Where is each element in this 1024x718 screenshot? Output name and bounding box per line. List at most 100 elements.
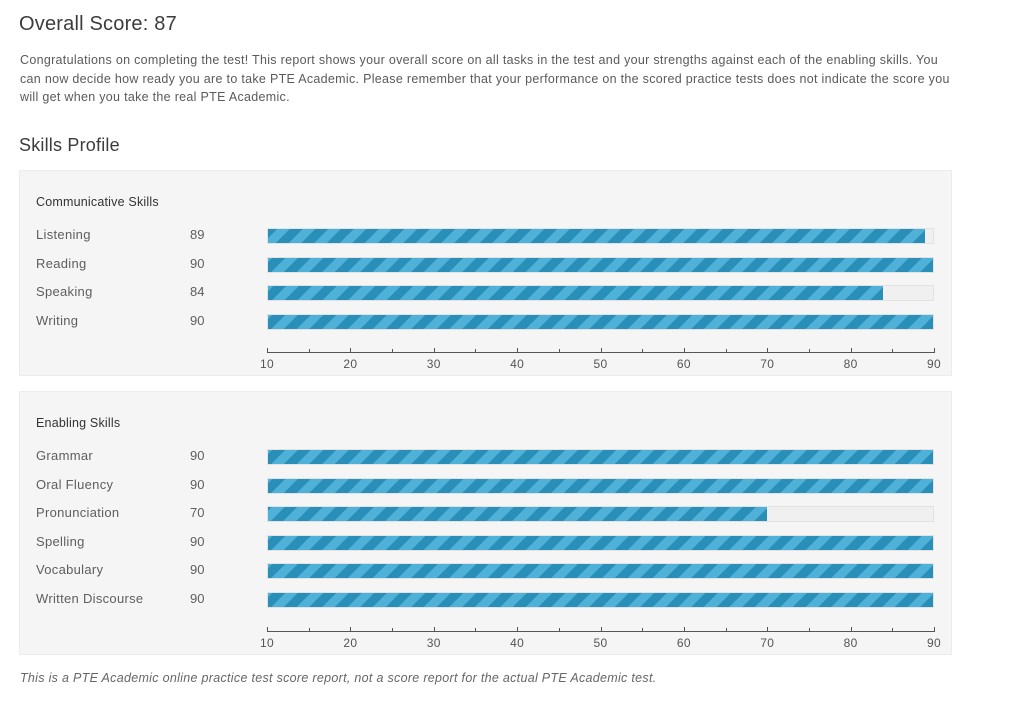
x-axis-tick xyxy=(517,626,519,632)
overall-score-title: Overall Score: 87 xyxy=(19,13,177,35)
skill-bar-fill-reading xyxy=(268,257,933,272)
x-axis-minor-tick xyxy=(725,627,727,631)
x-axis-minor-tick xyxy=(475,627,477,631)
skill-label-spelling: Spelling xyxy=(36,533,85,549)
x-axis-minor-tick xyxy=(642,627,644,631)
x-axis-tick-label: 90 xyxy=(927,357,941,372)
skill-label-written-discourse: Written Discourse xyxy=(36,591,144,606)
x-axis-minor-tick xyxy=(808,627,810,631)
x-axis-minor-tick xyxy=(308,349,310,353)
skill-label-oral-fluency: Oral Fluency xyxy=(36,476,114,492)
x-axis-tick xyxy=(934,626,935,632)
disclaimer-footnote: This is a PTE Academic online practice t… xyxy=(20,671,657,685)
x-axis-tick xyxy=(267,348,268,354)
x-axis-tick xyxy=(850,348,852,354)
skill-label-vocabulary: Vocabulary xyxy=(36,562,104,578)
skill-bar-track-vocabulary xyxy=(267,563,934,580)
x-axis-minor-tick xyxy=(892,627,894,631)
skill-score-pronunciation: 70 xyxy=(190,505,205,521)
skill-label-pronunciation: Pronunciation xyxy=(36,505,120,521)
skill-score-oral-fluency: 90 xyxy=(190,476,205,492)
skill-bar-track-pronunciation xyxy=(267,506,934,523)
skill-bar-fill-written-discourse xyxy=(268,593,933,607)
x-axis-tick xyxy=(350,348,352,354)
x-axis-tick xyxy=(850,626,852,632)
skill-bar-track-written-discourse xyxy=(267,592,934,608)
skill-bar-fill-writing xyxy=(268,314,933,329)
skill-score-written-discourse: 90 xyxy=(190,591,205,606)
x-axis-tick xyxy=(267,626,268,632)
x-axis-tick-label: 30 xyxy=(426,635,441,650)
x-axis-tick xyxy=(683,348,685,354)
skill-label-reading: Reading xyxy=(36,255,87,271)
x-axis-minor-tick xyxy=(892,349,894,353)
x-axis-minor-tick xyxy=(725,349,727,353)
skill-score-listening: 89 xyxy=(190,227,205,242)
skill-score-reading: 90 xyxy=(190,255,205,271)
skill-label-grammar: Grammar xyxy=(36,448,93,463)
x-axis-tick xyxy=(433,348,435,354)
x-axis-tick-label: 20 xyxy=(343,357,358,372)
skill-bar-track-speaking xyxy=(267,285,934,302)
x-axis-tick xyxy=(433,626,435,632)
x-axis-tick xyxy=(517,348,519,354)
x-axis-tick-label: 50 xyxy=(593,635,608,650)
skill-score-speaking: 84 xyxy=(190,284,205,300)
x-axis-tick-label: 80 xyxy=(843,635,858,650)
x-axis-tick-label: 10 xyxy=(260,357,274,372)
skill-label-speaking: Speaking xyxy=(36,284,93,300)
skill-bar-fill-vocabulary xyxy=(268,564,933,579)
x-axis-tick xyxy=(934,348,935,354)
skill-bar-fill-listening xyxy=(268,229,925,243)
x-axis-tick-label: 10 xyxy=(260,635,274,650)
x-axis-minor-tick xyxy=(308,627,310,631)
skill-label-writing: Writing xyxy=(36,312,79,328)
x-axis-tick xyxy=(600,348,602,354)
x-axis-minor-tick xyxy=(558,627,560,631)
skill-bar-fill-spelling xyxy=(268,535,933,550)
skill-score-vocabulary: 90 xyxy=(190,562,205,578)
x-axis-tick-label: 70 xyxy=(760,635,775,650)
x-axis-tick xyxy=(767,348,769,354)
skill-bar-fill-oral-fluency xyxy=(268,478,933,493)
x-axis-minor-tick xyxy=(392,627,394,631)
skill-score-grammar: 90 xyxy=(190,448,205,463)
x-axis-tick-label: 60 xyxy=(676,635,691,650)
skill-bar-fill-grammar xyxy=(268,450,933,464)
enabling-skills-heading: Enabling Skills xyxy=(36,416,121,430)
x-axis-minor-tick xyxy=(475,349,477,353)
x-axis-tick-label: 30 xyxy=(426,357,441,372)
skill-bar-fill-speaking xyxy=(268,286,884,301)
x-axis-minor-tick xyxy=(808,349,810,353)
communicative-skills-heading: Communicative Skills xyxy=(36,195,159,209)
x-axis-minor-tick xyxy=(642,349,644,353)
communicative-skills-panel: Communicative Skills Listening 89 Reading 9… xyxy=(19,170,952,376)
skill-bar-track-listening xyxy=(267,228,934,244)
skill-bar-track-writing xyxy=(267,313,934,330)
skill-bar-track-oral-fluency xyxy=(267,477,934,494)
skill-bar-fill-pronunciation xyxy=(268,507,767,522)
x-axis-tick-label: 60 xyxy=(676,357,691,372)
skill-bar-track-reading xyxy=(267,256,934,273)
x-axis-minor-tick xyxy=(392,349,394,353)
x-axis-tick-label: 40 xyxy=(510,635,525,650)
x-axis-tick-label: 20 xyxy=(343,635,358,650)
x-axis-tick xyxy=(767,626,769,632)
x-axis-tick-label: 80 xyxy=(843,357,858,372)
skill-label-listening: Listening xyxy=(36,227,91,242)
report-intro-text: Congratulations on completing the test! … xyxy=(20,53,950,104)
skill-bar-track-grammar xyxy=(267,449,934,465)
x-axis-tick xyxy=(350,626,352,632)
x-axis-tick-label: 40 xyxy=(510,357,525,372)
x-axis-tick xyxy=(683,626,685,632)
skill-score-writing: 90 xyxy=(190,312,205,328)
skill-score-spelling: 90 xyxy=(190,533,205,549)
x-axis-tick xyxy=(600,626,602,632)
skills-profile-title: Skills Profile xyxy=(19,135,120,155)
enabling-skills-panel: Enabling Skills Grammar 90 Oral Fluency 90 P… xyxy=(19,391,952,655)
x-axis-tick-label: 70 xyxy=(760,357,775,372)
x-axis-minor-tick xyxy=(558,349,560,353)
x-axis-tick-label: 50 xyxy=(593,357,608,372)
x-axis-tick-label: 90 xyxy=(927,635,941,650)
skill-bar-track-spelling xyxy=(267,534,934,551)
